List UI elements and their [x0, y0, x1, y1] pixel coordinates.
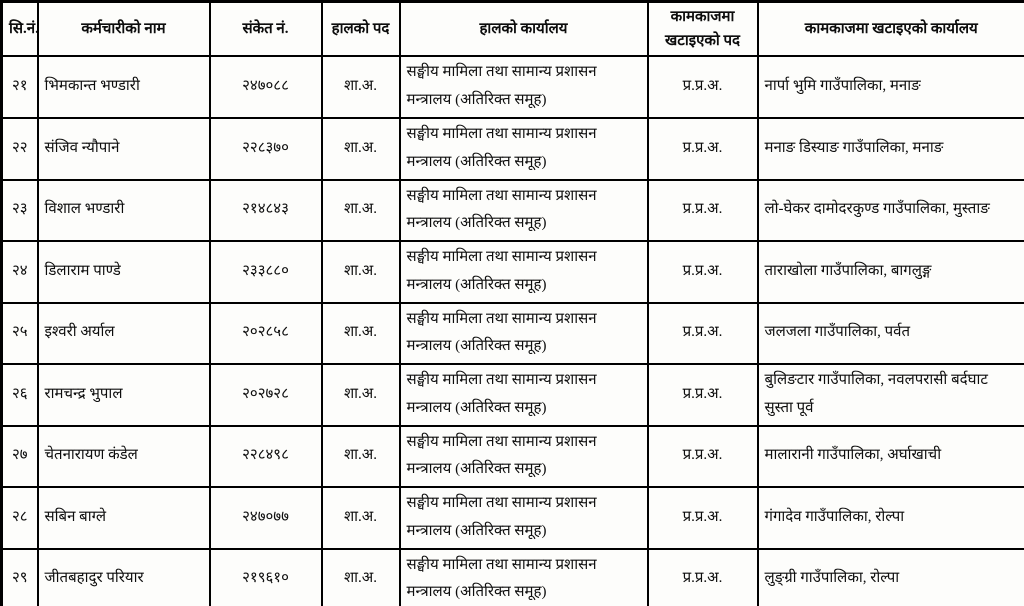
cell-current-office: सङ्घीय मामिला तथा सामान्य प्रशासन मन्त्र…	[398, 424, 649, 488]
cell-assigned-post: प्र.प्र.अ.	[646, 301, 759, 365]
cell-current-post: शा.अ.	[320, 301, 401, 365]
header-employee-name: कर्मचारीको नाम	[36, 0, 211, 57]
cell-assigned-office: नार्पा भुमि गाउँपालिका, मनाङ	[756, 55, 1024, 119]
cell-assigned-office: ताराखोला गाउँपालिका, बागलुङ्ग	[756, 240, 1024, 304]
table-row: २८ सबिन बाग्ले २४७०७७ शा.अ. सङ्घीय मामिल…	[0, 486, 1024, 550]
table-row: २५ इश्वरी अर्याल २०२८५८ शा.अ. सङ्घीय माम…	[0, 301, 1024, 365]
table-row: २१ भिमकान्त भण्डारी २४७०८८ शा.अ. सङ्घीय …	[0, 55, 1024, 119]
cell-name: सबिन बाग्ले	[36, 486, 211, 550]
cell-current-office: सङ्घीय मामिला तथा सामान्य प्रशासन मन्त्र…	[398, 178, 649, 242]
cell-current-office: सङ्घीय मामिला तथा सामान्य प्रशासन मन्त्र…	[398, 240, 649, 304]
cell-code: २३३८८०	[208, 240, 323, 304]
cell-code: २१४८४३	[208, 178, 323, 242]
cell-assigned-office: लो-घेकर दामोदरकुण्ड गाउँपालिका, मुस्ताङ	[756, 178, 1024, 242]
cell-serial: २५	[0, 301, 39, 365]
table-row: २९ जीतबहादुर परियार २१९६१० शा.अ. सङ्घीय …	[0, 547, 1024, 606]
table-row: २३ विशाल भण्डारी २१४८४३ शा.अ. सङ्घीय माम…	[0, 178, 1024, 242]
table-row: २६ रामचन्द्र भुपाल २०२७२८ शा.अ. सङ्घीय म…	[0, 363, 1024, 427]
cell-code: २२८४९८	[208, 424, 323, 488]
cell-current-office: सङ्घीय मामिला तथा सामान्य प्रशासन मन्त्र…	[398, 363, 649, 427]
header-code-no: संकेत नं.	[208, 0, 323, 57]
cell-name: रामचन्द्र भुपाल	[36, 363, 211, 427]
cell-name: डिलाराम पाण्डे	[36, 240, 211, 304]
cell-current-office: सङ्घीय मामिला तथा सामान्य प्रशासन मन्त्र…	[398, 486, 649, 550]
cell-serial: २३	[0, 178, 39, 242]
table-row: २२ संजिव न्यौपाने २२८३७० शा.अ. सङ्घीय मा…	[0, 117, 1024, 181]
table-row: २४ डिलाराम पाण्डे २३३८८० शा.अ. सङ्घीय मा…	[0, 240, 1024, 304]
cell-code: २०२८५८	[208, 301, 323, 365]
cell-assigned-office: मालारानी गाउँपालिका, अर्घाखाची	[756, 424, 1024, 488]
cell-current-post: शा.अ.	[320, 424, 401, 488]
cell-current-post: शा.अ.	[320, 240, 401, 304]
header-assigned-office: कामकाजमा खटाइएको कार्यालय	[756, 0, 1024, 57]
cell-current-post: शा.अ.	[320, 363, 401, 427]
cell-assigned-post: प्र.प्र.अ.	[646, 178, 759, 242]
header-current-post: हालको पद	[320, 0, 401, 57]
cell-serial: २८	[0, 486, 39, 550]
cell-assigned-post: प्र.प्र.अ.	[646, 486, 759, 550]
cell-assigned-post: प्र.प्र.अ.	[646, 363, 759, 427]
header-current-office: हालको कार्यालय	[398, 0, 649, 57]
cell-current-office: सङ्घीय मामिला तथा सामान्य प्रशासन मन्त्र…	[398, 301, 649, 365]
cell-code: २०२७२८	[208, 363, 323, 427]
cell-name: जीतबहादुर परियार	[36, 547, 211, 606]
cell-assigned-office: मनाङ डिस्याङ गाउँपालिका, मनाङ	[756, 117, 1024, 181]
cell-current-office: सङ्घीय मामिला तथा सामान्य प्रशासन मन्त्र…	[398, 117, 649, 181]
cell-code: २२८३७०	[208, 117, 323, 181]
cell-current-office: सङ्घीय मामिला तथा सामान्य प्रशासन मन्त्र…	[398, 547, 649, 606]
cell-code: २४७०७७	[208, 486, 323, 550]
cell-current-office: सङ्घीय मामिला तथा सामान्य प्रशासन मन्त्र…	[398, 55, 649, 119]
cell-code: २४७०८८	[208, 55, 323, 119]
header-serial-no: सि.नं.	[0, 0, 39, 57]
cell-serial: २६	[0, 363, 39, 427]
cell-current-post: शा.अ.	[320, 178, 401, 242]
header-row: सि.नं. कर्मचारीको नाम संकेत नं. हालको पद…	[0, 0, 1024, 57]
cell-assigned-post: प्र.प्र.अ.	[646, 55, 759, 119]
cell-assigned-office: बुलिङटार गाउँपालिका, नवलपरासी बर्दघाट सु…	[756, 363, 1024, 427]
cell-serial: २७	[0, 424, 39, 488]
cell-current-post: शा.अ.	[320, 117, 401, 181]
cell-current-post: शा.अ.	[320, 55, 401, 119]
cell-current-post: शा.अ.	[320, 486, 401, 550]
cell-name: संजिव न्यौपाने	[36, 117, 211, 181]
cell-current-post: शा.अ.	[320, 547, 401, 606]
cell-name: चेतनारायण कंडेल	[36, 424, 211, 488]
cell-serial: २२	[0, 117, 39, 181]
cell-name: भिमकान्त भण्डारी	[36, 55, 211, 119]
cell-assigned-post: प्र.प्र.अ.	[646, 117, 759, 181]
cell-assigned-post: प्र.प्र.अ.	[646, 424, 759, 488]
cell-assigned-office: जलजला गाउँपालिका, पर्वत	[756, 301, 1024, 365]
cell-serial: २४	[0, 240, 39, 304]
cell-name: इश्वरी अर्याल	[36, 301, 211, 365]
cell-assigned-office: लुङ्ग्री गाउँपालिका, रोल्पा	[756, 547, 1024, 606]
cell-assigned-post: प्र.प्र.अ.	[646, 240, 759, 304]
header-assigned-post: कामकाजमा खटाइएको पद	[646, 0, 759, 57]
cell-assigned-post: प्र.प्र.अ.	[646, 547, 759, 606]
cell-name: विशाल भण्डारी	[36, 178, 211, 242]
cell-serial: २१	[0, 55, 39, 119]
cell-assigned-office: गंगादेव गाउँपालिका, रोल्पा	[756, 486, 1024, 550]
table-row: २७ चेतनारायण कंडेल २२८४९८ शा.अ. सङ्घीय म…	[0, 424, 1024, 488]
cell-code: २१९६१०	[208, 547, 323, 606]
cell-serial: २९	[0, 547, 39, 606]
